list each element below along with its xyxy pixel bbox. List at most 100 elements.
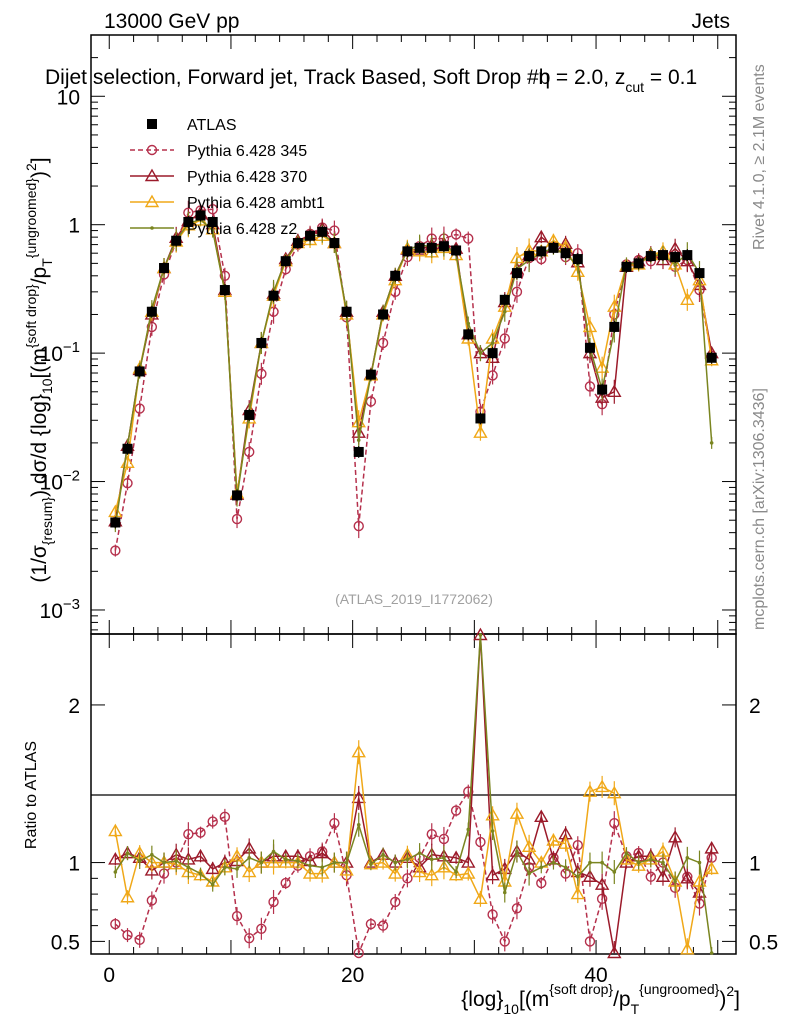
ratio-pythia-6-428-z2-point bbox=[113, 870, 118, 874]
main-pythia-6-428-345-point bbox=[110, 545, 121, 556]
ratio-pythia-6-428-z2-point bbox=[223, 865, 227, 870]
ratio-pythia-6-428-370-point bbox=[144, 863, 160, 876]
main-atlas-point bbox=[219, 285, 230, 296]
main-pythia-6-428-370-line bbox=[114, 212, 713, 522]
ratio-pythia-6-428-z2-point bbox=[198, 871, 203, 876]
main-pythia-6-428-345-point bbox=[377, 337, 389, 349]
ratio-pythia-6-428-z2-point bbox=[466, 827, 471, 832]
main-pythia-6-428-z2-point bbox=[466, 321, 471, 326]
ratio-pythia-6-428-370-point bbox=[680, 870, 695, 884]
ratio-pythia-6-428-370-point bbox=[655, 869, 671, 882]
main-atlas-point bbox=[584, 342, 595, 353]
legend-label: ATLAS bbox=[187, 117, 237, 134]
ratio-pythia-6-428-ambt1-point bbox=[704, 861, 719, 875]
ratio-pythia-6-428-z2-point bbox=[417, 851, 422, 855]
ratio-pythia-6-428-z2-point bbox=[502, 890, 507, 895]
header-right: Jets bbox=[691, 10, 730, 33]
ratio-pythia-6-428-z2-point bbox=[709, 951, 714, 955]
main-pythia-6-428-345-point bbox=[584, 381, 596, 392]
y-tick-label-ratio: 2 bbox=[68, 695, 80, 718]
ratio-pythia-6-428-z2-point bbox=[588, 860, 592, 865]
ratio-pythia-6-428-z2-point bbox=[490, 829, 495, 833]
legend-label: Pythia 6.428 ambt1 bbox=[187, 195, 325, 212]
subtitle-main: Dijet selection, Forward jet, Track Base… bbox=[45, 66, 550, 89]
ratio-pythia-6-428-z2-point bbox=[393, 860, 398, 865]
ratio-pythia-6-428-370-point bbox=[704, 840, 719, 854]
ratio-pythia-6-428-z2-point bbox=[685, 856, 690, 860]
main-pythia-6-428-370-point bbox=[607, 384, 622, 397]
main-pythia-6-428-345-point bbox=[511, 286, 523, 298]
ratio-pythia-6-428-345-point bbox=[390, 896, 401, 908]
legend-marker bbox=[150, 226, 154, 230]
y-tick-label-main: 10 bbox=[57, 86, 80, 109]
ratio-pythia-6-428-z2-point bbox=[137, 859, 142, 863]
legend-label: Pythia 6.428 370 bbox=[187, 169, 307, 186]
main-pythia-6-428-ambt1-point bbox=[108, 504, 123, 518]
ratio-pythia-6-428-345-point bbox=[280, 877, 291, 889]
main-pythia-6-428-z2-line bbox=[114, 218, 713, 527]
main-pythia-6-428-z2-point bbox=[478, 351, 483, 355]
ratio-pythia-6-428-345-point bbox=[609, 817, 620, 829]
ratio-pythia-6-428-z2-point bbox=[210, 882, 215, 887]
main-pythia-6-428-370-point bbox=[534, 229, 549, 243]
ratio-pythia-6-428-345-point bbox=[146, 895, 158, 906]
main-pythia-6-428-345-point bbox=[450, 229, 462, 240]
main-atlas-point bbox=[572, 254, 583, 265]
main-atlas-point bbox=[195, 210, 206, 221]
ratio-pythia-6-428-ambt1-line bbox=[114, 752, 713, 950]
ratio-axis-ticks: 0 20 40 0.5 0.5 1 1 2 2 bbox=[51, 634, 778, 987]
ratio-pythia-6-428-z2-point bbox=[673, 879, 677, 884]
ratio-pythia-6-428-z2-point bbox=[235, 867, 239, 871]
main-atlas-point bbox=[317, 226, 328, 237]
y-tick-label-ratio-right: 2 bbox=[749, 695, 761, 718]
main-atlas-point bbox=[609, 321, 620, 332]
ratio-panel-frame bbox=[90, 633, 737, 955]
ratio-pythia-6-428-ambt1-point bbox=[607, 785, 622, 799]
y-tick-label-ratio: 1 bbox=[68, 853, 80, 876]
ratio-pythia-6-428-z2-point bbox=[369, 862, 373, 866]
ratio-pythia-6-428-345-point bbox=[438, 833, 450, 845]
ratio-pythia-6-428-z2-point bbox=[320, 865, 325, 870]
main-pythia-6-428-z2-point bbox=[502, 309, 507, 314]
ratio-pythia-6-428-z2-point bbox=[649, 857, 653, 862]
main-atlas-point bbox=[353, 446, 364, 457]
ratio-pythia-6-428-370-point bbox=[448, 850, 464, 864]
main-atlas-point bbox=[645, 251, 656, 262]
ratio-pythia-6-428-ambt1-point bbox=[351, 744, 366, 758]
ratio-pythia-6-428-345-point bbox=[329, 817, 340, 829]
ratio-pythia-6-428-370-point bbox=[619, 855, 634, 868]
ratio-pythia-6-428-345-point bbox=[353, 947, 364, 959]
ratio-pythia-6-428-z2-point bbox=[186, 865, 191, 870]
ratio-pythia-6-428-z2-point bbox=[283, 857, 288, 862]
ratio-pythia-6-428-345-point bbox=[499, 936, 510, 947]
ratio-pythia-6-428-z2-point bbox=[125, 851, 130, 855]
main-pythia-6-428-345-point bbox=[463, 233, 474, 244]
ratio-pythia-6-428-z2-point bbox=[344, 860, 349, 865]
ratio-pythia-6-428-z2-point bbox=[515, 849, 519, 854]
ratio-pythia-6-428-ambt1-point bbox=[461, 866, 476, 879]
main-atlas-point bbox=[232, 490, 243, 501]
ratio-pythia-6-428-ambt1-point bbox=[631, 858, 646, 871]
main-atlas-point bbox=[329, 238, 340, 249]
ratio-pythia-6-428-ambt1-point bbox=[108, 823, 123, 837]
main-atlas-point bbox=[475, 413, 486, 424]
ratio-pythia-6-428-ambt1-point bbox=[509, 806, 525, 819]
main-atlas-point bbox=[207, 216, 218, 227]
main-atlas-point bbox=[438, 241, 449, 252]
ratio-pythia-6-428-345-point bbox=[195, 827, 206, 838]
ratio-pythia-6-428-ambt1-point bbox=[570, 886, 585, 900]
ratio-pythia-6-428-345-point bbox=[511, 903, 523, 914]
main-atlas-point bbox=[280, 256, 291, 267]
ratio-pythia-6-428-ambt1-point bbox=[315, 866, 330, 879]
x-tick-label: 0 bbox=[103, 964, 115, 987]
ratio-pythia-6-428-ambt1-point bbox=[558, 836, 573, 849]
ratio-pythia-6-428-ambt1-point bbox=[546, 833, 561, 846]
ratio-pythia-6-428-z2-point bbox=[478, 633, 483, 637]
main-atlas-point bbox=[146, 306, 157, 317]
ratio-pythia-6-428-z2-point bbox=[174, 859, 178, 863]
ratio-series-group bbox=[108, 627, 719, 959]
ratio-pythia-6-428-370-point bbox=[607, 945, 622, 959]
main-atlas-point bbox=[378, 309, 389, 320]
main-atlas-point bbox=[633, 258, 644, 269]
